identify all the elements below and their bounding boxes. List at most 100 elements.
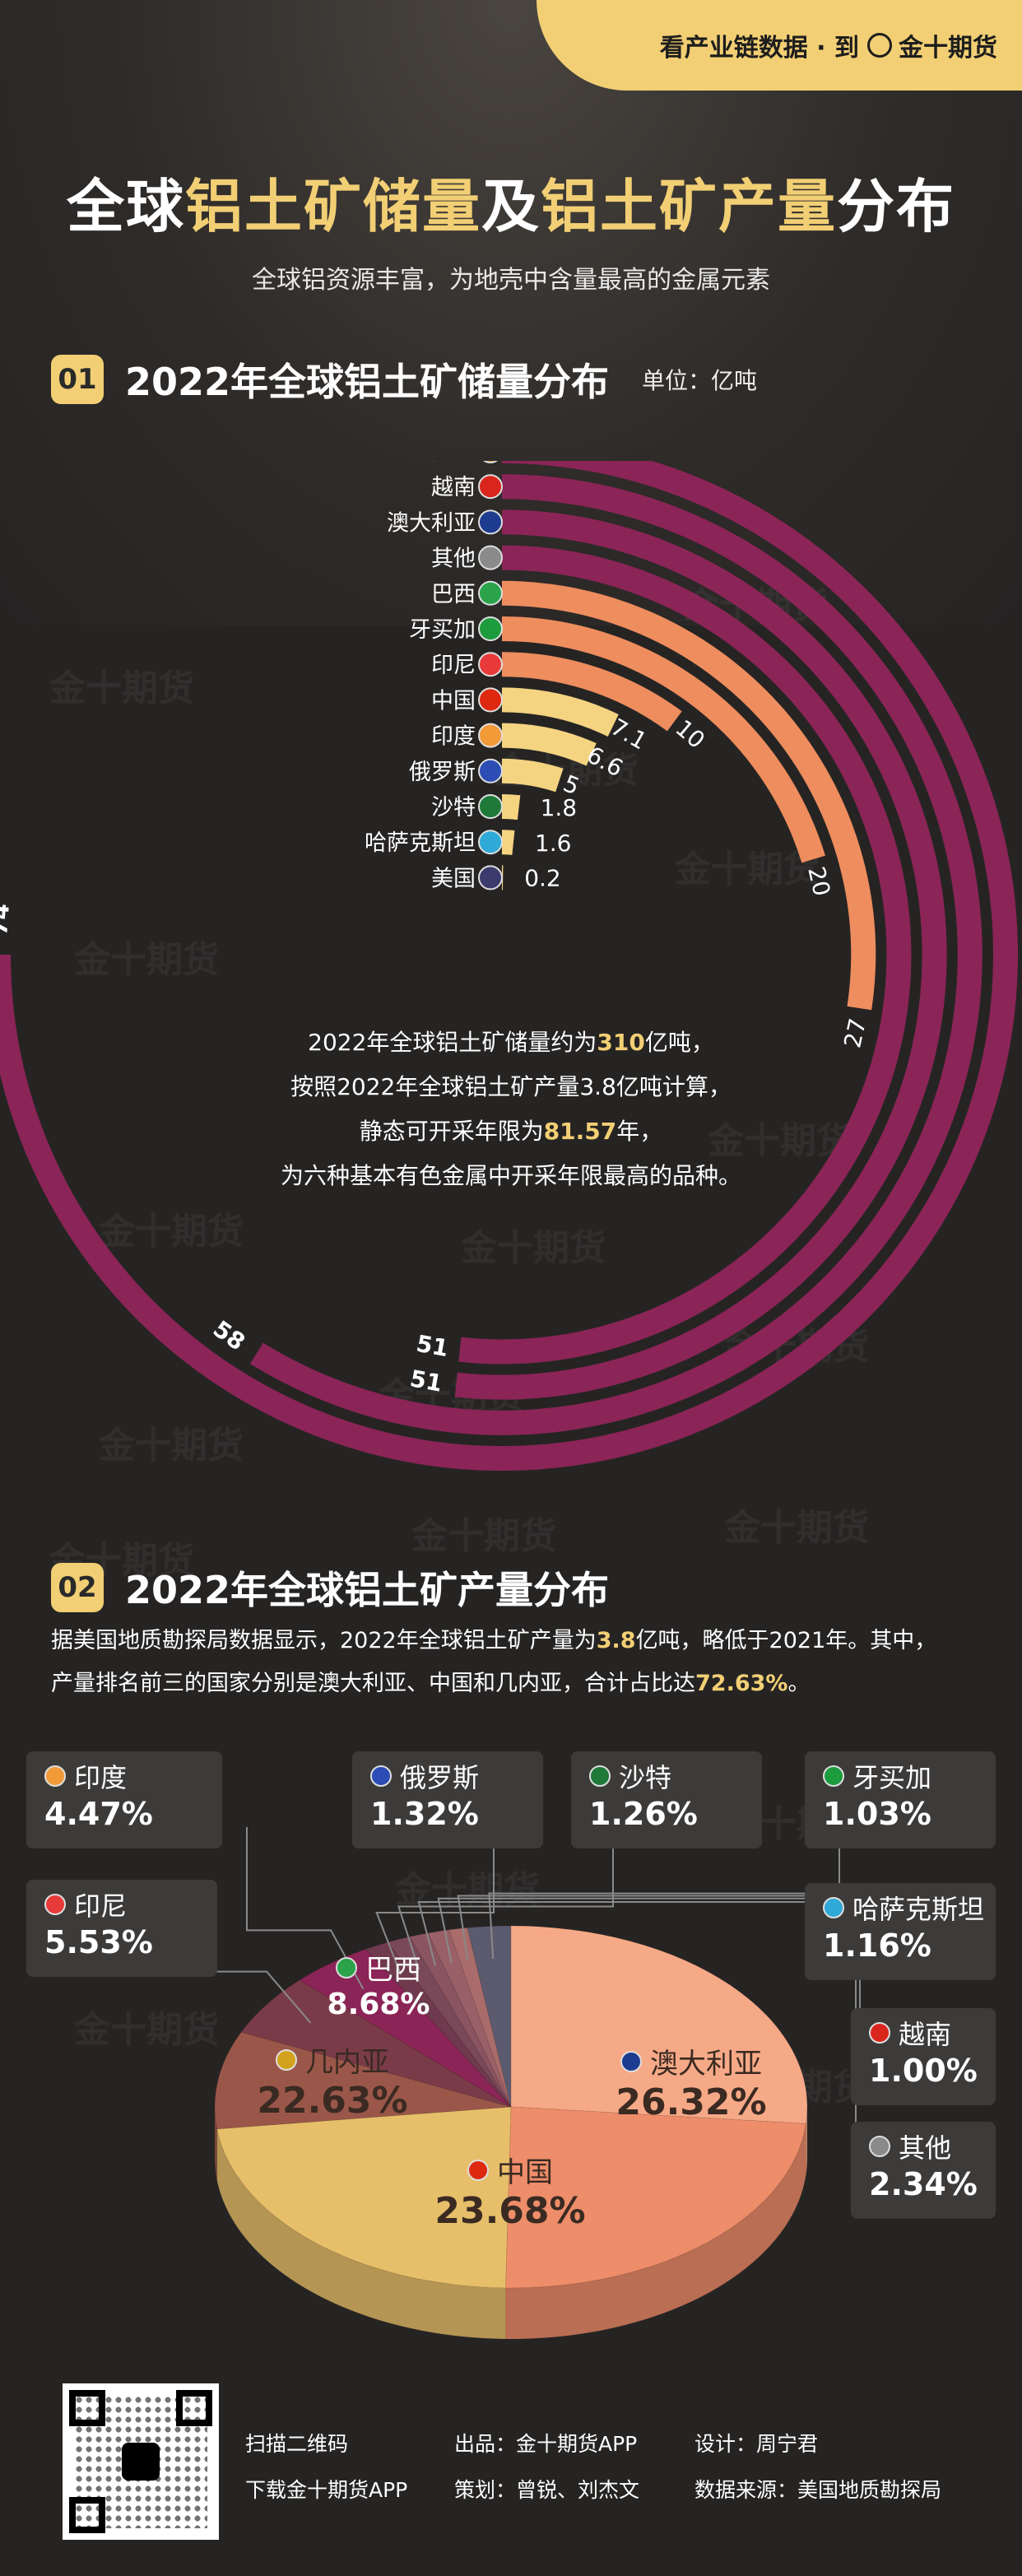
pie-slice-side <box>216 2128 506 2339</box>
pie-label-name: 沙特 <box>589 1758 762 1794</box>
flag-icon <box>336 1956 357 1978</box>
pie-label-name: 印尼 <box>44 1886 217 1923</box>
reserve-category-label: 澳大利亚 <box>387 510 476 536</box>
flag-icon <box>478 830 503 855</box>
title-part: 全球 <box>67 173 185 240</box>
pie-label-box: 沙特 1.26% <box>571 1751 762 1848</box>
pie-percent: 4.47% <box>44 1796 153 1832</box>
watermark-text: 金十期货 <box>49 667 194 709</box>
pie-label-name: 其他 <box>869 2128 996 2164</box>
pie-slice <box>408 1932 512 2108</box>
qr-code[interactable] <box>63 2383 219 2540</box>
top-banner[interactable]: 看产业链数据 · 到 金十期货 <box>537 0 1022 91</box>
pie-category: 其他 <box>899 2132 952 2164</box>
pie-inline-label: 巴西 8.68% <box>255 1947 502 2021</box>
pie-percent: 1.32% <box>370 1796 479 1832</box>
reserve-category-label: 巴西 <box>431 582 476 607</box>
reserve-value-label: 74 <box>0 903 15 937</box>
flag-icon <box>478 474 503 500</box>
reserve-value-label: 51 <box>408 1365 444 1397</box>
reserve-category-label: 美国 <box>431 866 476 891</box>
pie-percent: 2.34% <box>869 2166 978 2202</box>
reserve-bar <box>501 758 564 793</box>
flag-icon <box>478 616 503 641</box>
banner-brand: 金十期货 <box>899 34 997 63</box>
flag-icon <box>44 1765 66 1787</box>
flag-icon <box>276 2048 297 2071</box>
reserve-category-label: 几内亚 <box>409 461 476 465</box>
app-logo-icon <box>122 2443 160 2481</box>
pie-category: 印尼 <box>74 1890 128 1922</box>
reserve-category-label: 沙特 <box>431 795 476 821</box>
section2-header: 02 2022年全球铝土矿产量分布 <box>51 1560 609 1615</box>
reserves-radial-chart: 几内亚74越南58澳大利亚51其他51巴西27牙买加20印尼10中国7.1印度6… <box>0 461 1018 1471</box>
pie-label-name: 印度 <box>44 1758 222 1794</box>
flag-icon <box>478 865 503 890</box>
flag-icon <box>478 509 503 535</box>
reserve-value-label: 0.2 <box>524 864 561 891</box>
watermark-text: 金十期货 <box>724 1507 869 1549</box>
brand-logo-icon <box>867 33 892 58</box>
flag-icon <box>823 1765 844 1787</box>
reserve-bar <box>249 474 983 1435</box>
pie-category: 澳大利亚 <box>650 2048 762 2081</box>
reserve-category-label: 其他 <box>431 546 476 572</box>
pie-label-box: 其他 2.34% <box>851 2122 996 2219</box>
flag-icon <box>483 461 498 463</box>
section1-number: 01 <box>51 355 104 404</box>
pie-category: 哈萨克斯坦 <box>852 1894 985 1925</box>
title-part: 分布 <box>837 173 955 240</box>
desc-text: 2022年全球铝土矿储量约为 <box>308 1029 597 1056</box>
flag-icon <box>478 794 503 819</box>
pie-label-box: 牙买加 1.03% <box>805 1751 996 1848</box>
footer-source: 数据来源：美国地质勘探局 <box>694 2478 942 2502</box>
banner-text: 看产业链数据 · 到 <box>659 34 859 63</box>
watermark-text: 金十期货 <box>461 1227 606 1269</box>
page-title: 全球铝土矿储量及铝土矿产量分布 <box>0 160 1022 244</box>
reserve-bar <box>501 580 876 1011</box>
watermark-text: 金十期货 <box>708 1120 852 1162</box>
pie-percent: 1.16% <box>823 1927 931 1964</box>
reserve-value-label: 51 <box>414 1330 450 1362</box>
reserve-value-label: 10 <box>670 714 710 754</box>
flag-icon <box>869 2136 890 2157</box>
desc-text: 为六种基本有色金属中开采年限最高的品种。 <box>280 1162 741 1189</box>
reserve-bar <box>501 723 597 766</box>
desc-highlight: 3.8 <box>596 1628 636 1653</box>
flag-icon <box>823 1897 844 1918</box>
production-description: 据美国地质勘探局数据显示，2022年全球铝土矿产量为3.8亿吨，略低于2021年… <box>51 1620 981 1705</box>
pie-label-name: 几内亚 <box>209 2039 456 2080</box>
section1-header: 01 2022年全球铝土矿储量分布 单位：亿吨 <box>51 352 757 407</box>
pie-inline-label: 中国 23.68% <box>387 2150 634 2232</box>
title-part: 铝土矿储量 <box>185 173 481 240</box>
pie-label-box: 越南 1.00% <box>851 2008 996 2105</box>
pie-category: 印度 <box>74 1762 128 1793</box>
pie-leader-line <box>397 1819 614 1970</box>
pie-slice <box>510 1925 808 2124</box>
reserve-category-label: 俄罗斯 <box>409 760 476 785</box>
pie-percent: 26.32% <box>616 2081 767 2123</box>
reserve-bar <box>501 652 682 732</box>
flag-icon <box>478 545 503 570</box>
flag-icon <box>478 723 503 748</box>
desc-text: 据美国地质勘探局数据显示，2022年全球铝土矿产量为 <box>51 1628 597 1653</box>
pie-inline-label: 澳大利亚 26.32% <box>568 2041 815 2123</box>
reserve-bar <box>501 687 619 737</box>
title-part: 铝土矿产量 <box>541 173 837 240</box>
flag-icon <box>589 1765 611 1787</box>
reserve-value-label: 58 <box>208 1315 250 1356</box>
pie-label-name: 巴西 <box>255 1947 502 1988</box>
pie-label-name: 俄罗斯 <box>370 1758 543 1794</box>
desc-text: 静态可开采年限为 <box>359 1118 544 1145</box>
reserve-value-label: 1.6 <box>535 830 572 857</box>
desc-highlight: 72.63% <box>695 1671 788 1696</box>
pie-category: 牙买加 <box>852 1762 932 1793</box>
desc-highlight: 81.57 <box>543 1118 617 1145</box>
pie-percent: 22.63% <box>257 2080 408 2122</box>
reserve-category-label: 印度 <box>431 724 476 750</box>
pie-label-name: 越南 <box>869 2015 996 2051</box>
footer-planner: 策划：曾锐、刘杰文 <box>454 2478 640 2502</box>
qr-corner <box>176 2390 212 2426</box>
pie-label-name: 澳大利亚 <box>568 2041 815 2081</box>
pie-category: 几内亚 <box>305 2046 389 2079</box>
